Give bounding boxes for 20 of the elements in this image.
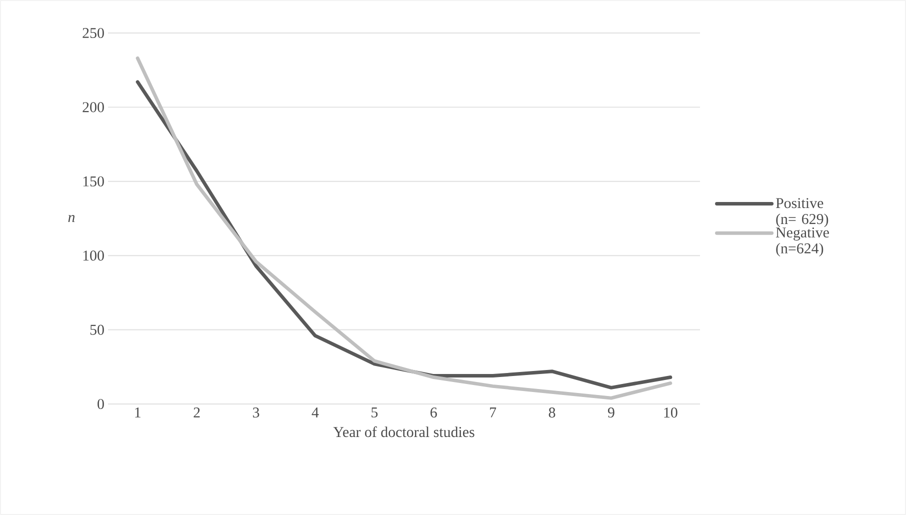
x-tick-label: 9 <box>608 408 614 418</box>
x-axis-title: Year of doctoral studies <box>333 426 474 438</box>
x-tick-label: 5 <box>372 408 378 418</box>
y-tick-label: 150 <box>83 176 104 186</box>
legend-label: Negative (n=624) <box>776 227 829 256</box>
y-tick-label: 50 <box>90 324 104 335</box>
x-tick-label: 10 <box>664 408 678 418</box>
y-tick-label: 200 <box>82 102 104 112</box>
x-tick-label: 7 <box>490 408 496 418</box>
x-tick-label: 6 <box>430 408 437 418</box>
legend-label: Positive (n= 629) <box>776 198 828 228</box>
x-tick-label: 1 <box>135 408 140 418</box>
x-tick-label: 2 <box>194 408 200 418</box>
y-axis-title: n <box>68 214 75 222</box>
x-tick-label: 8 <box>548 408 556 418</box>
x-tick-label: 4 <box>312 408 319 418</box>
x-tick-label: 3 <box>252 408 260 418</box>
y-tick-label: 250 <box>82 28 104 38</box>
y-tick-label: 100 <box>83 250 104 261</box>
y-tick-label: 0 <box>98 398 104 410</box>
